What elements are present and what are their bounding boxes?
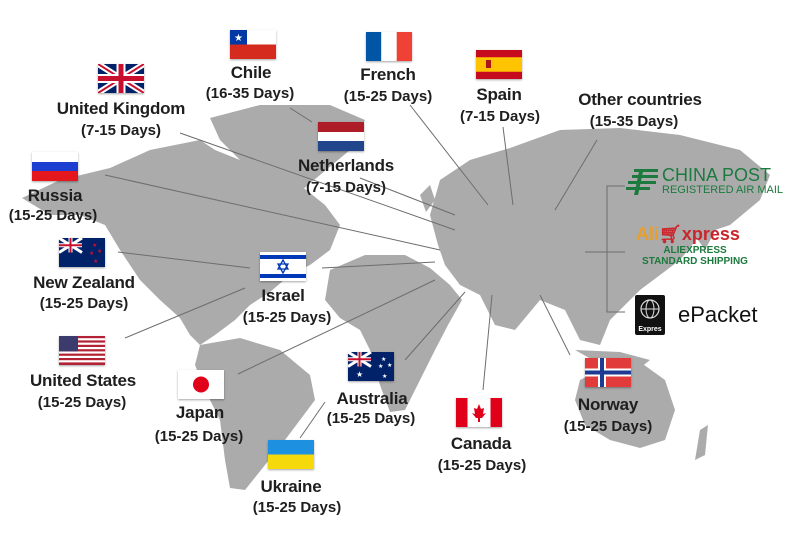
country-label: Russia <box>27 186 83 205</box>
japan-island <box>698 205 718 250</box>
country-label: Spain <box>476 85 522 104</box>
delivery-days: (15-25 Days) <box>39 295 129 312</box>
aliexpress-logo-xpress: xpress <box>681 224 740 244</box>
delivery-days: (15-25 Days) <box>252 499 342 516</box>
chile-flag: ★ <box>230 30 276 59</box>
country-label: French <box>360 65 416 84</box>
netherlands-flag <box>318 122 364 151</box>
israel-flag <box>260 252 306 281</box>
connector-lines <box>104 104 625 439</box>
delivery-days: (7-15 Days) <box>80 122 162 139</box>
delivery-days: (15-25 Days) <box>37 394 127 411</box>
uk-island <box>420 185 435 212</box>
svg-text:★: ★ <box>382 373 387 380</box>
delivery-days: (15-25 Days) <box>242 309 332 326</box>
delivery-days: (15-25 Days) <box>8 207 98 224</box>
delivery-days: (15-25 Days) <box>154 428 244 445</box>
aliexpress-logo: Ali🛒︎xpress ALIEXPRESS STANDARD SHIPPING <box>636 224 754 267</box>
svg-text:★: ★ <box>93 258 98 265</box>
country-label: United States <box>29 371 137 390</box>
svg-text:★: ★ <box>356 370 363 379</box>
country-label: Ukraine <box>260 477 322 496</box>
epacket-badge: Expres <box>635 295 665 335</box>
cart-icon: 🛒︎ <box>659 224 682 244</box>
svg-text:★: ★ <box>89 250 94 257</box>
epacket-title: ePacket <box>678 302 758 327</box>
svg-text:★: ★ <box>378 363 383 370</box>
delivery-days: (15-25 Days) <box>437 457 527 474</box>
delivery-days: (15-25 Days) <box>563 418 653 435</box>
delivery-days: (15-35 Days) <box>589 113 679 130</box>
spain-flag <box>476 50 522 79</box>
aliexpress-line2: STANDARD SHIPPING <box>642 256 748 267</box>
africa <box>325 255 462 412</box>
china-post-icon <box>626 169 658 195</box>
delivery-days: (7-15 Days) <box>459 108 541 125</box>
country-label: Japan <box>175 403 225 422</box>
country-label: Australia <box>336 389 408 408</box>
svg-text:★: ★ <box>92 242 97 249</box>
svg-text:★: ★ <box>234 33 243 44</box>
new-zealand-island <box>695 425 708 460</box>
north-america <box>22 140 340 345</box>
globe-icon <box>640 299 660 319</box>
country-label: Canada <box>450 434 512 453</box>
aliexpress-line1: ALIEXPRESS <box>663 245 727 256</box>
country-label: Other countries <box>578 90 702 109</box>
svg-text:★: ★ <box>97 248 102 255</box>
eurasia <box>430 128 770 345</box>
epacket-badge-text: Expres <box>638 326 662 333</box>
japan-flag <box>178 370 224 399</box>
australia-flag: ★ ★ ★ ★ ★ <box>348 352 394 381</box>
delivery-days: (7-15 Days) <box>305 179 387 196</box>
delivery-days: (16-35 Days) <box>205 85 295 102</box>
uk-flag <box>98 64 144 93</box>
aliexpress-logo-ali: Ali <box>636 224 660 244</box>
country-label: Netherlands <box>297 156 395 175</box>
svg-text:★: ★ <box>381 356 386 363</box>
usa-flag <box>59 336 105 365</box>
south-america <box>195 338 315 490</box>
country-label: Israel <box>261 286 305 305</box>
russia-flag <box>32 152 78 181</box>
delivery-days: (15-25 Days) <box>343 88 433 105</box>
china-post-title: CHINA POST <box>662 165 772 185</box>
svg-text:★: ★ <box>387 362 392 369</box>
norway-flag <box>585 358 631 387</box>
country-label: New Zealand <box>33 273 135 292</box>
country-label: Norway <box>577 395 639 414</box>
ukraine-flag <box>268 440 314 469</box>
delivery-days: (15-25 Days) <box>326 410 416 427</box>
country-label: Chile <box>230 63 272 82</box>
china-post-subtitle: REGISTERED AIR MAIL <box>662 184 784 196</box>
new-zealand-flag: ★ ★ ★ ★ <box>59 238 105 267</box>
france-flag <box>366 32 412 61</box>
canada-flag <box>456 398 502 427</box>
country-label: United Kingdom <box>56 99 186 118</box>
